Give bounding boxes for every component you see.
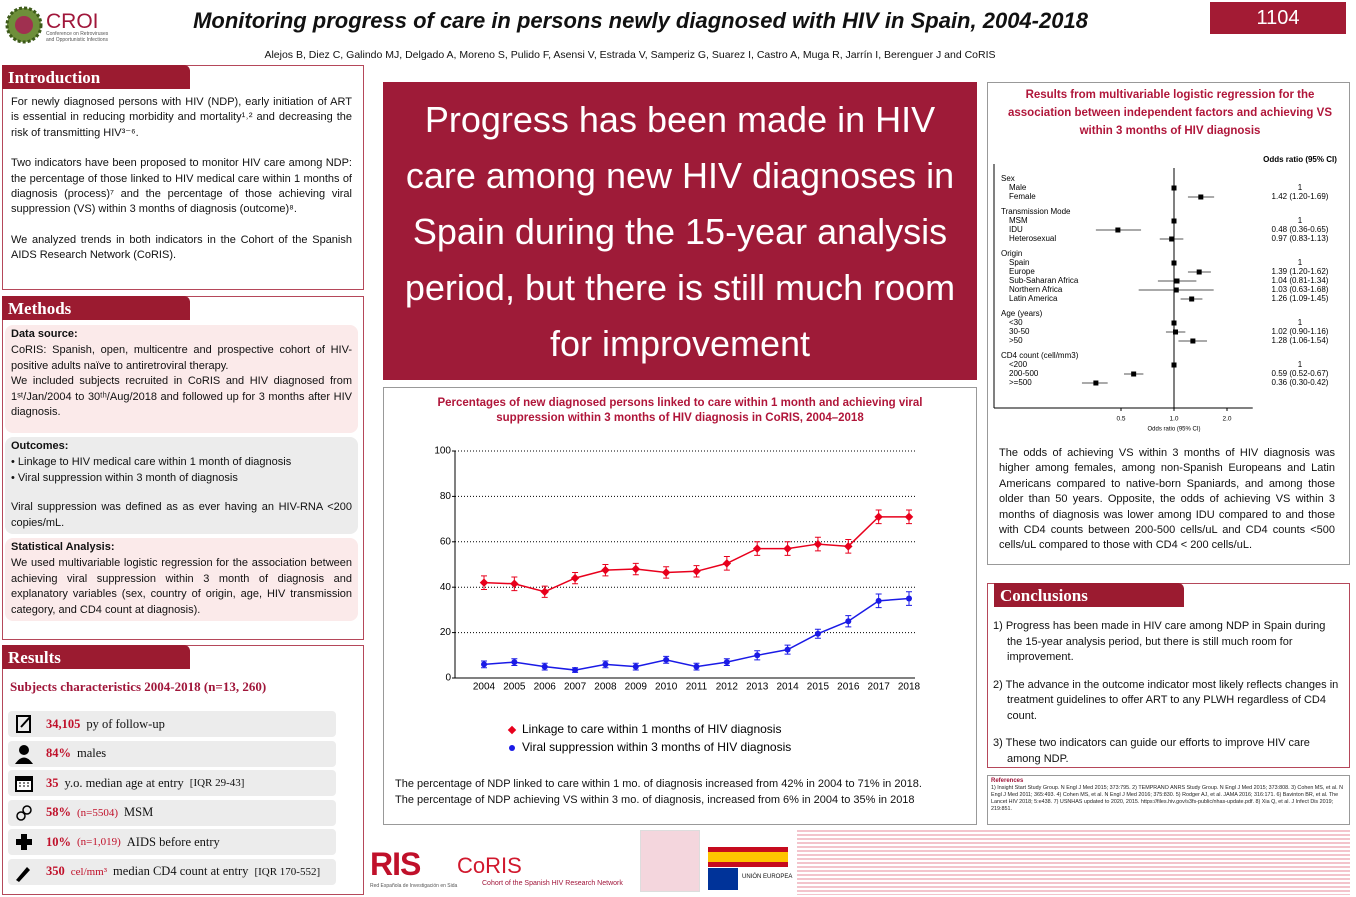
method-title: Statistical Analysis:	[11, 541, 115, 553]
section-heading: Introduction	[2, 65, 190, 89]
introduction-body: For newly diagnosed persons with HIV (ND…	[11, 95, 352, 279]
conclusion-item: 2) The advance in the outcome indicator …	[993, 678, 1339, 722]
eu-text: UNIÓN EUROPEA	[742, 874, 793, 880]
conclusion-item: 1) Progress has been made in HIV care am…	[993, 620, 1326, 663]
conclusions-body: 1) Progress has been made in HIV care am…	[993, 619, 1339, 779]
result-item: 84% males	[8, 740, 336, 767]
paragraph: We analyzed trends in both indicators in…	[11, 233, 352, 262]
result-value: 350	[46, 864, 65, 878]
result-value: 84%	[46, 746, 71, 760]
result-n: (n=5504)	[77, 806, 119, 819]
method-title: Outcomes:	[11, 440, 69, 452]
logo-icon-center	[15, 16, 33, 34]
chart-title: Percentages of new diagnosed persons lin…	[437, 397, 923, 424]
paragraph: For newly diagnosed persons with HIV (ND…	[11, 96, 352, 139]
result-item: 34,105 py of follow-up	[8, 711, 336, 737]
paragraph: Viral suppression was defined as as ever…	[11, 501, 352, 529]
result-value: 35	[46, 775, 59, 790]
paragraph: We used multivariable logistic regressio…	[11, 557, 352, 616]
references-body: References 1) Insight Start Study Group.…	[991, 778, 1346, 813]
paragraph: • Viral suppression within 3 month of di…	[11, 471, 238, 484]
forest-panel	[987, 82, 1350, 565]
result-item: 58% (n=5504) MSM	[8, 799, 336, 826]
line-chart-panel	[383, 387, 977, 825]
paragraph: Two indicators have been proposed to mon…	[11, 157, 352, 216]
references-text: 1) Insight Start Study Group. N Engl J M…	[991, 785, 1343, 812]
results-list: 34,105 py of follow-up 84% males 35 y.o. medi…	[8, 711, 336, 888]
result-value: 10%	[46, 834, 71, 849]
result-text: males	[77, 746, 107, 760]
spain-flag	[708, 847, 788, 867]
result-text: py of follow-up	[86, 716, 165, 731]
logo-text: CROI	[46, 10, 99, 33]
result-detail: [IQR 170-552]	[254, 865, 321, 878]
result-icon	[16, 834, 32, 850]
coris-subtitle: Cohort of the Spanish HIV Research Netwo…	[482, 880, 623, 887]
result-icon	[15, 776, 33, 792]
collaborators-block	[797, 828, 1350, 895]
partner-image	[640, 830, 700, 892]
paragraph: CoRIS: Spanish, open, multicentre and pr…	[11, 344, 352, 372]
method-box: Data source: CoRIS: Spanish, open, multic…	[5, 325, 358, 433]
result-icon	[16, 866, 30, 882]
result-item: 35 y.o. median age at entry [IQR 29-43]	[8, 770, 336, 796]
eu-flag	[708, 868, 738, 890]
result-text: y.o. median age at entry	[64, 775, 184, 790]
result-text: AIDS before entry	[126, 834, 220, 849]
result-item: 10% (n=1,019) AIDS before entry	[8, 829, 336, 855]
result-item: 350 cel/mm³ median CD4 count at entry [IQR …	[8, 858, 336, 885]
poster-number: 1104	[1210, 2, 1346, 34]
conclusion-item: 3) These two indicators can guide our ef…	[993, 737, 1310, 765]
method-title: Data source:	[11, 328, 78, 340]
chart-note: The percentage of NDP linked to care wit…	[395, 778, 922, 790]
paragraph: We included subjects recruited in CoRIS …	[11, 375, 352, 418]
chart-note: The percentage of NDP achieving VS withi…	[395, 794, 915, 806]
result-text: MSM	[124, 805, 154, 819]
authors: Alejos B, Diez C, Galindo MJ, Delgado A,…	[264, 49, 996, 61]
chart-title: Results from multivariable logistic regr…	[1008, 89, 1332, 137]
section-heading: Methods	[2, 296, 190, 320]
coris-logo: CoRIS	[457, 853, 522, 878]
references-heading: References	[991, 778, 1024, 784]
result-icon	[15, 744, 33, 764]
section-heading: Conclusions	[994, 583, 1184, 607]
result-value: 34,105	[46, 716, 81, 731]
result-value: 58%	[46, 805, 71, 819]
ris-subtitle: Red Española de Investigación en Sida	[370, 883, 458, 889]
key-message: Progress has been made in HIV care among…	[383, 82, 977, 380]
result-icon	[16, 804, 32, 821]
result-detail: [IQR 29-43]	[189, 777, 245, 789]
chart-notes: The percentage of NDP linked to care wit…	[395, 776, 965, 808]
references-panel	[987, 775, 1350, 825]
result-text: median CD4 count at entry	[113, 864, 249, 878]
section-heading: Results	[2, 645, 190, 669]
result-n: (n=1,019)	[77, 836, 121, 848]
method-box: Statistical Analysis: We used multivariab…	[5, 538, 358, 621]
results-subtitle: Subjects characteristics 2004-2018 (n=13…	[10, 679, 267, 694]
logo-subtitle: Conference on Retroviruses and Opportuni…	[46, 31, 109, 43]
paragraph: • Linkage to HIV medical care within 1 m…	[11, 456, 292, 468]
result-n: cel/mm³	[70, 865, 108, 878]
croi-logo: CROI	[5, 6, 99, 44]
forest-notes: The odds of achieving VS within 3 months…	[999, 447, 1335, 552]
ris-logo: RIS	[370, 846, 421, 882]
methods-body: Data source: CoRIS: Spanish, open, multic…	[5, 325, 358, 625]
poster-title: Monitoring progress of care in persons n…	[193, 8, 1088, 33]
method-box: Outcomes: • Linkage to HIV medical care w…	[5, 437, 358, 534]
result-icon	[16, 715, 31, 733]
